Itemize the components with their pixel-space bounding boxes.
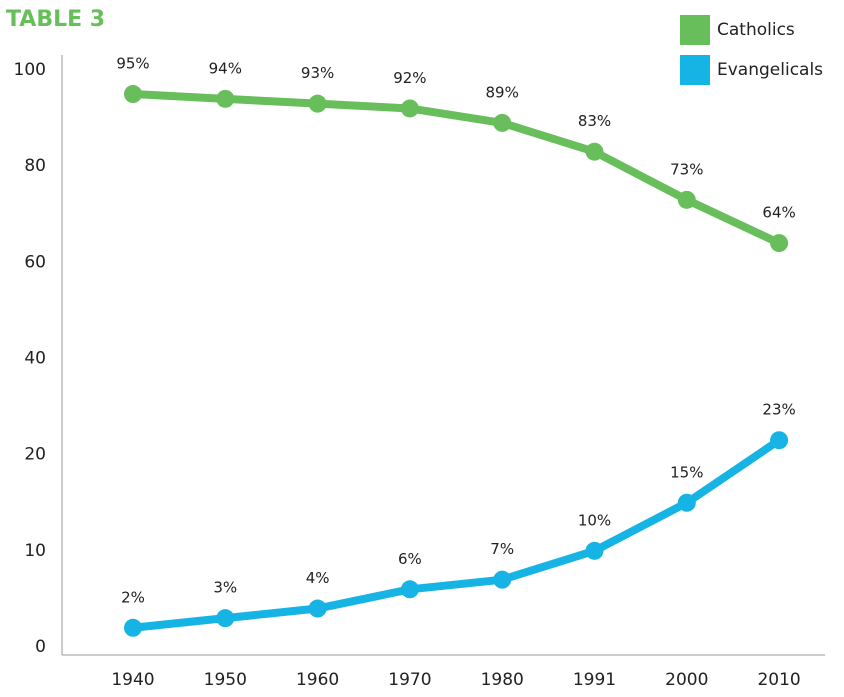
y-tick-label: 80 (24, 156, 46, 176)
y-tick-label: 60 (24, 252, 46, 272)
data-label: 95% (116, 55, 149, 73)
y-tick-label: 10 (24, 541, 46, 561)
data-point (493, 113, 512, 132)
x-tick-label: 1940 (111, 670, 154, 690)
y-tick-label: 40 (24, 349, 46, 369)
data-point (677, 190, 696, 209)
data-point (216, 89, 235, 108)
data-label: 23% (762, 401, 795, 419)
data-point (124, 618, 142, 637)
x-tick-label: 1980 (481, 670, 524, 690)
x-tick-label: 2010 (757, 670, 800, 690)
data-point (400, 580, 419, 599)
x-tick-label: 1991 (573, 670, 616, 690)
series-line (132, 436, 782, 632)
data-point (585, 541, 604, 560)
data-label: 4% (306, 569, 330, 587)
y-tick-label: 100 (14, 60, 46, 80)
data-label: 83% (578, 112, 611, 130)
data-point (770, 234, 789, 253)
y-tick-label: 0 (35, 637, 46, 657)
legend-label: Catholics (717, 20, 795, 40)
data-label: 3% (213, 579, 237, 597)
data-label: 64% (762, 204, 795, 222)
data-point (677, 493, 696, 512)
data-label: 73% (670, 160, 703, 178)
y-tick-label: 20 (24, 445, 46, 465)
x-tick-label: 1960 (296, 670, 339, 690)
data-point (400, 99, 419, 118)
data-label: 92% (393, 69, 426, 87)
data-label: 89% (486, 83, 519, 101)
data-point (585, 142, 604, 161)
x-tick-label: 2000 (665, 670, 708, 690)
data-label: 15% (670, 463, 703, 481)
legend-label: Evangelicals (717, 60, 823, 80)
data-label: 94% (209, 59, 242, 77)
data-point (308, 599, 327, 618)
data-label: 6% (398, 550, 422, 568)
legend-swatch (680, 15, 710, 45)
data-label: 93% (301, 64, 334, 82)
data-point (493, 570, 512, 589)
data-label: 7% (490, 540, 514, 558)
data-point (308, 94, 327, 113)
x-tick-label: 1950 (204, 670, 247, 690)
data-label: 2% (121, 588, 145, 606)
data-point (124, 85, 142, 104)
series-line (132, 90, 781, 247)
data-label: 10% (578, 511, 611, 529)
data-point (216, 609, 235, 628)
legend-swatch (680, 55, 710, 85)
data-point (770, 431, 789, 450)
x-tick-label: 1970 (388, 670, 431, 690)
chart-title: TABLE 3 (6, 7, 105, 32)
